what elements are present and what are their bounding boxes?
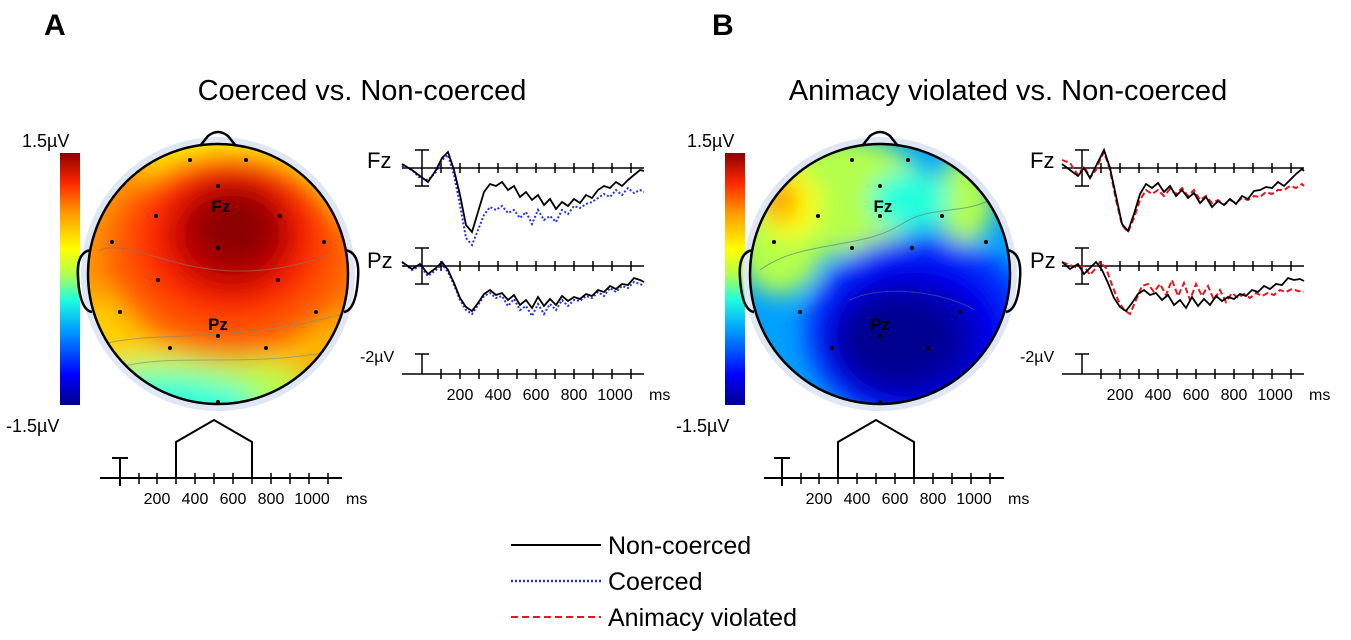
- window-tick-200: 200: [806, 491, 833, 508]
- panel-title-a: Coerced vs. Non-coerced: [198, 75, 527, 107]
- topomap-b: Fz Pz: [738, 130, 1022, 411]
- colorbar-min-label: -1.5µV: [6, 416, 59, 436]
- legend-label-coerced: Coerced: [608, 568, 703, 596]
- time-tick-1000: 1000: [1257, 387, 1293, 404]
- colorbar-gradient: [60, 153, 80, 405]
- window-tick-800: 800: [920, 491, 947, 508]
- electrode-label-pz: Pz: [208, 315, 228, 334]
- window-tick-400: 400: [182, 491, 209, 508]
- legend: Non-coerced Coerced Animacy violated: [511, 532, 797, 632]
- window-tick-1000: 1000: [294, 491, 330, 508]
- channel-label-pz: Pz: [367, 248, 393, 273]
- waveform-fz-non-coerced: [1061, 147, 1305, 233]
- panel-a: A Coerced vs. Non-coerced 1.5µV -1.5µV: [6, 9, 670, 508]
- electrode-label-fz: Fz: [212, 197, 231, 216]
- electrode-label-fz: Fz: [874, 197, 893, 216]
- window-tick-400: 400: [844, 491, 871, 508]
- time-window-b: 200 400 600 800 1000 ms: [764, 418, 1029, 508]
- colorbar-gradient: [725, 153, 745, 405]
- legend-label-animacy-violated: Animacy violated: [608, 604, 797, 632]
- amplitude-scale-label: -2µV: [360, 349, 394, 366]
- time-tick-600: 600: [523, 387, 550, 404]
- time-unit: ms: [1309, 387, 1330, 404]
- waveform-pz-coerced: [401, 261, 645, 319]
- time-unit: ms: [649, 387, 670, 404]
- waveforms-a: Fz Pz -2µV 200: [360, 148, 670, 404]
- colorbar-max-label: 1.5µV: [687, 131, 734, 151]
- time-tick-400: 400: [1145, 387, 1172, 404]
- colorbar-max-label: 1.5µV: [22, 131, 69, 151]
- time-window-a: 200 400 600 800 1000 ms: [100, 418, 367, 508]
- channel-label-pz: Pz: [1030, 248, 1056, 273]
- waveform-pz-non-coerced: [401, 260, 645, 313]
- window-unit: ms: [346, 491, 367, 508]
- colorbar-min-label: -1.5µV: [676, 416, 729, 436]
- channel-label-fz: Fz: [367, 148, 391, 173]
- window-unit: ms: [1008, 491, 1029, 508]
- window-tick-800: 800: [258, 491, 285, 508]
- time-tick-800: 800: [1221, 387, 1248, 404]
- time-tick-600: 600: [1183, 387, 1210, 404]
- time-tick-200: 200: [1107, 387, 1134, 404]
- electrode-label-pz: Pz: [870, 315, 890, 334]
- window-tick-1000: 1000: [956, 491, 992, 508]
- window-tick-200: 200: [144, 491, 171, 508]
- time-tick-200: 200: [447, 387, 474, 404]
- colorbar-a: 1.5µV -1.5µV: [6, 131, 80, 436]
- panel-letter-b: B: [712, 9, 734, 42]
- waveform-fz-coerced: [401, 153, 645, 247]
- waveform-pz-animacy-violated: [1061, 260, 1305, 316]
- waveforms-b: Fz Pz -2µV 200 400 600 800 1000: [1020, 147, 1330, 404]
- waveform-fz-non-coerced: [401, 150, 645, 234]
- time-tick-400: 400: [485, 387, 512, 404]
- topomap-a: Fz Pz: [76, 130, 360, 411]
- amplitude-scale-label: -2µV: [1020, 349, 1054, 366]
- legend-label-non-coerced: Non-coerced: [608, 532, 751, 560]
- waveform-pz-non-coerced: [1061, 260, 1305, 313]
- colorbar-b: 1.5µV -1.5µV: [676, 131, 745, 436]
- panel-letter-a: A: [44, 9, 66, 42]
- panel-b: B Animacy violated vs. Non-coerced 1.5µV…: [676, 9, 1330, 508]
- time-tick-1000: 1000: [597, 387, 633, 404]
- window-tick-600: 600: [220, 491, 247, 508]
- time-tick-800: 800: [561, 387, 588, 404]
- window-tick-600: 600: [882, 491, 909, 508]
- channel-label-fz: Fz: [1030, 148, 1054, 173]
- panel-title-b: Animacy violated vs. Non-coerced: [789, 75, 1227, 107]
